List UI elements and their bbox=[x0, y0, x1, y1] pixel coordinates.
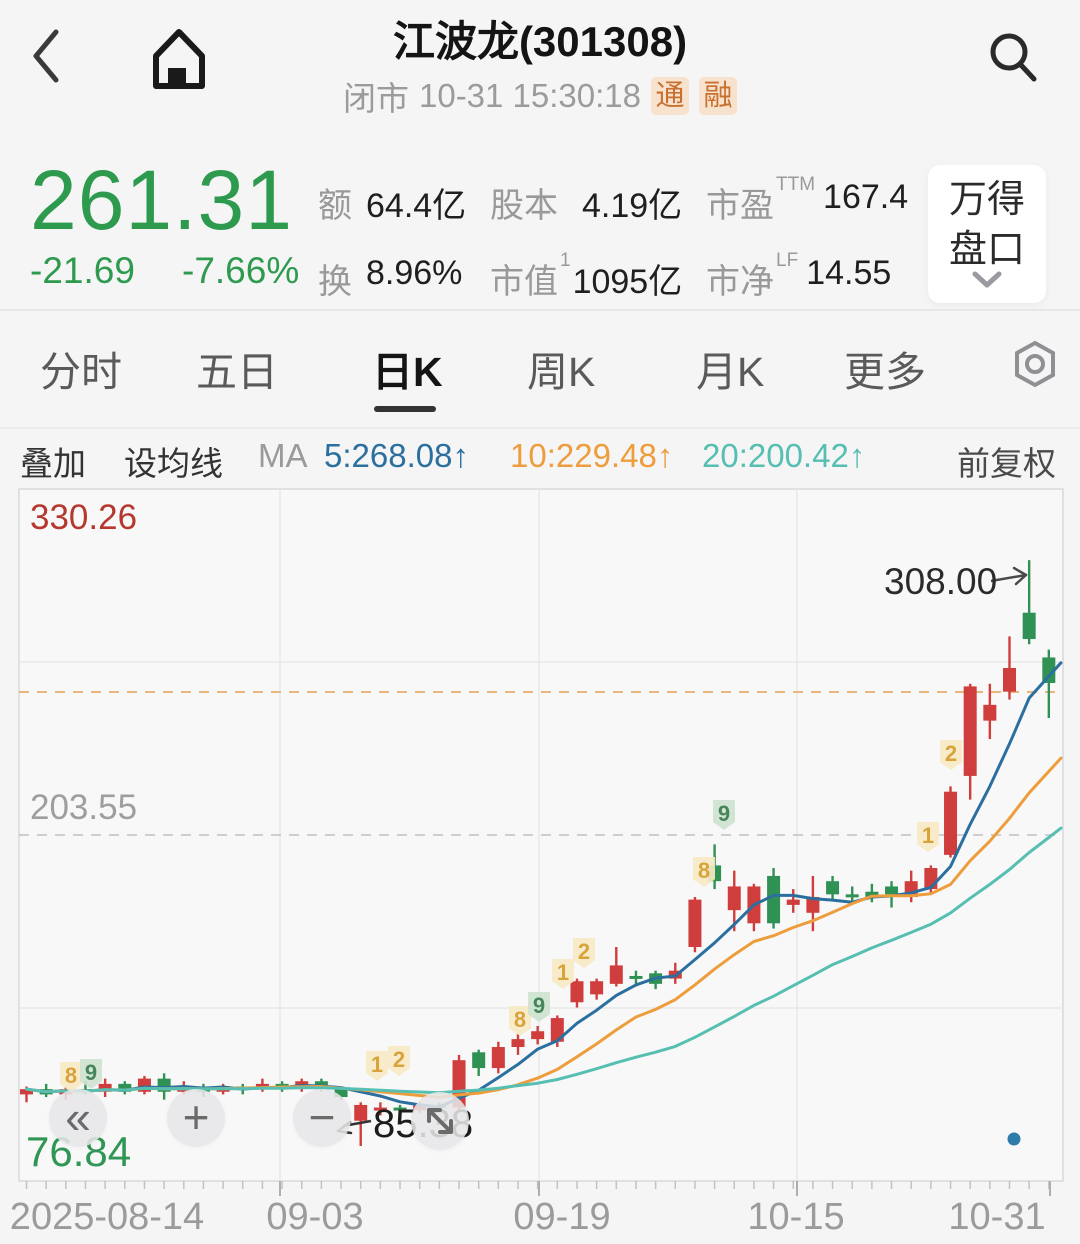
settings-icon[interactable] bbox=[1012, 340, 1058, 388]
page-title: 江波龙(301308) bbox=[392, 18, 688, 65]
ma-label: MA bbox=[258, 437, 308, 474]
price-change-pct: -7.66% bbox=[182, 250, 300, 291]
stat-pb-lf: 市净 LF 14.55 bbox=[706, 250, 892, 301]
hk-connect-badge: 通 bbox=[651, 77, 690, 115]
price-change: -21.69 bbox=[30, 250, 135, 291]
stat-pe-ttm: 市盈 TTM 167.4 bbox=[706, 174, 909, 225]
ma10-value: 10:229.48↑ bbox=[510, 437, 674, 474]
back-icon[interactable] bbox=[24, 24, 84, 88]
wind-panel-line2: 盘口 bbox=[948, 229, 1025, 271]
chevron-down-icon bbox=[972, 271, 1002, 288]
stat-turnover: 换 8.96% bbox=[318, 254, 463, 301]
tab-monthly-k[interactable]: 月K bbox=[696, 349, 765, 395]
overlay-button[interactable]: 叠加 bbox=[20, 445, 86, 482]
market-status: 闭市 bbox=[342, 80, 409, 117]
margin-badge: 融 bbox=[699, 77, 738, 115]
home-icon[interactable] bbox=[148, 24, 210, 92]
ma5-value: 5:268.08↑ bbox=[324, 437, 469, 474]
zoom-out-button[interactable]: − bbox=[293, 1089, 351, 1147]
expand-icon bbox=[427, 1108, 453, 1134]
adjust-mode-button[interactable]: 前复权 bbox=[957, 445, 1056, 482]
active-tab-underline bbox=[374, 406, 436, 412]
search-icon[interactable] bbox=[985, 28, 1041, 84]
ma20-value: 20:200.42↑ bbox=[702, 437, 866, 474]
tab-daily-k[interactable]: 日K bbox=[372, 349, 443, 395]
divider bbox=[0, 427, 1080, 429]
wind-panel-line1: 万得 bbox=[948, 179, 1025, 221]
tab-weekly-k[interactable]: 周K bbox=[527, 349, 596, 395]
up-arrow-icon: ↑ bbox=[452, 437, 469, 474]
tab-more[interactable]: 更多 bbox=[844, 349, 926, 395]
stat-share-capital: 股本 4.19亿 bbox=[490, 187, 683, 225]
divider bbox=[0, 309, 1080, 311]
fullscreen-button[interactable] bbox=[411, 1092, 469, 1150]
quote-timestamp: 10-31 15:30:18 bbox=[418, 77, 642, 114]
tab-five-day[interactable]: 五日 bbox=[196, 349, 278, 395]
up-arrow-icon: ↑ bbox=[656, 437, 674, 474]
last-price: 261.31 bbox=[30, 153, 293, 247]
stat-amount: 额 64.4亿 bbox=[318, 187, 467, 225]
stat-market-cap: 市值 1 1095亿 bbox=[490, 250, 683, 301]
up-arrow-icon: ↑ bbox=[848, 437, 866, 474]
zoom-in-button[interactable]: + bbox=[167, 1089, 225, 1147]
rewind-button[interactable]: « bbox=[49, 1089, 107, 1147]
market-status-row: 闭市 10-31 15:30:18 通 融 bbox=[0, 72, 1080, 120]
set-ma-button[interactable]: 设均线 bbox=[124, 445, 223, 482]
tab-minute[interactable]: 分时 bbox=[40, 349, 122, 395]
wind-orderbook-button[interactable]: 万得 盘口 bbox=[928, 165, 1046, 303]
